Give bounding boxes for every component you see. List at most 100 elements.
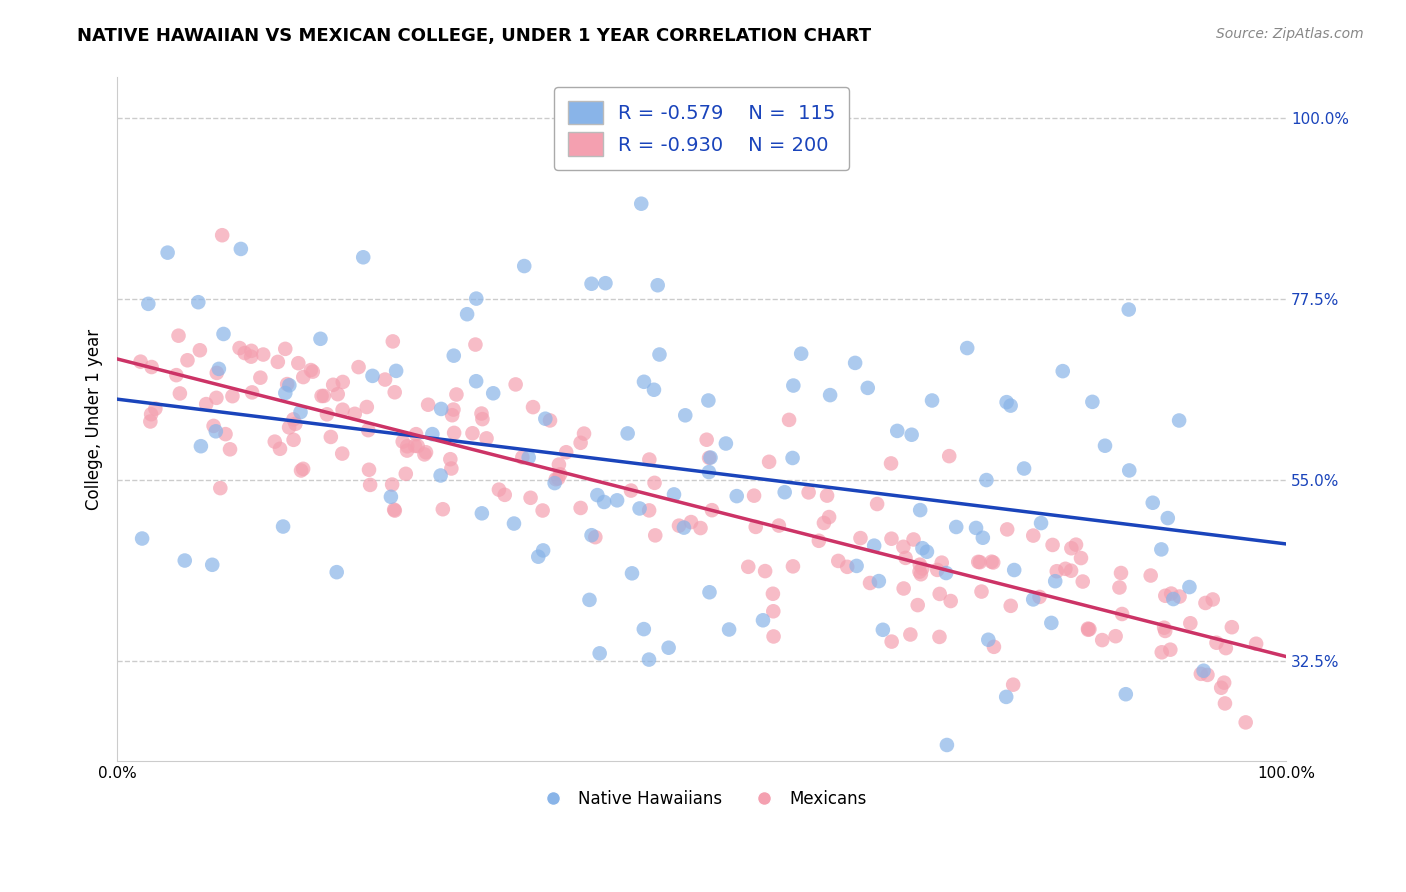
Point bbox=[593, 495, 616, 509]
Point bbox=[880, 532, 903, 546]
Point bbox=[1192, 664, 1215, 678]
Point bbox=[758, 455, 780, 469]
Point bbox=[886, 424, 908, 438]
Point bbox=[534, 411, 557, 425]
Point bbox=[903, 533, 925, 547]
Point bbox=[995, 395, 1018, 409]
Point bbox=[311, 389, 333, 403]
Point bbox=[699, 585, 721, 599]
Point bbox=[465, 292, 488, 306]
Point bbox=[494, 488, 516, 502]
Point bbox=[856, 381, 879, 395]
Point bbox=[880, 457, 903, 471]
Point bbox=[928, 630, 950, 644]
Point bbox=[214, 427, 236, 442]
Point bbox=[274, 386, 297, 401]
Point bbox=[522, 400, 544, 414]
Point bbox=[1220, 620, 1243, 634]
Point bbox=[699, 450, 721, 465]
Point bbox=[332, 375, 354, 389]
Point bbox=[956, 341, 979, 355]
Point bbox=[1150, 542, 1173, 557]
Point bbox=[1054, 562, 1077, 576]
Point bbox=[470, 407, 492, 421]
Point bbox=[471, 412, 494, 426]
Point bbox=[908, 503, 931, 517]
Point bbox=[754, 564, 776, 578]
Point bbox=[374, 373, 396, 387]
Point bbox=[1012, 461, 1035, 475]
Point bbox=[863, 539, 886, 553]
Point bbox=[1022, 592, 1045, 607]
Point bbox=[145, 401, 167, 416]
Point bbox=[381, 334, 404, 349]
Point bbox=[1091, 633, 1114, 648]
Point bbox=[517, 450, 540, 465]
Point bbox=[898, 627, 921, 641]
Point bbox=[219, 442, 242, 457]
Point bbox=[322, 377, 344, 392]
Point bbox=[976, 473, 998, 487]
Point bbox=[1244, 637, 1267, 651]
Point bbox=[176, 353, 198, 368]
Point bbox=[595, 276, 617, 290]
Point bbox=[752, 613, 775, 627]
Point bbox=[384, 385, 406, 400]
Point bbox=[1197, 668, 1219, 682]
Point bbox=[921, 393, 943, 408]
Point bbox=[915, 545, 938, 559]
Point bbox=[762, 630, 785, 644]
Point bbox=[347, 360, 370, 375]
Point bbox=[1028, 590, 1050, 604]
Point bbox=[583, 530, 606, 544]
Point bbox=[343, 407, 366, 421]
Point bbox=[668, 518, 690, 533]
Point bbox=[970, 584, 993, 599]
Point bbox=[380, 490, 402, 504]
Point bbox=[742, 489, 765, 503]
Point bbox=[443, 349, 465, 363]
Point bbox=[1163, 592, 1185, 607]
Point bbox=[1215, 641, 1237, 656]
Point bbox=[269, 442, 291, 456]
Point bbox=[945, 520, 967, 534]
Point bbox=[165, 368, 187, 383]
Point bbox=[1180, 616, 1202, 631]
Point bbox=[849, 531, 872, 545]
Point bbox=[276, 377, 298, 392]
Point bbox=[543, 476, 565, 491]
Point bbox=[1202, 592, 1225, 607]
Point bbox=[202, 418, 225, 433]
Point bbox=[981, 556, 1004, 570]
Point bbox=[1234, 715, 1257, 730]
Point bbox=[547, 471, 569, 485]
Point bbox=[446, 387, 468, 401]
Point bbox=[316, 408, 339, 422]
Point bbox=[1109, 566, 1132, 580]
Point bbox=[361, 368, 384, 383]
Point bbox=[267, 355, 290, 369]
Point bbox=[1040, 615, 1063, 630]
Point bbox=[621, 566, 644, 581]
Point bbox=[908, 558, 931, 572]
Point bbox=[1108, 581, 1130, 595]
Point bbox=[1000, 599, 1022, 613]
Point bbox=[813, 516, 835, 530]
Point bbox=[1153, 621, 1175, 635]
Point bbox=[1178, 580, 1201, 594]
Point bbox=[422, 427, 444, 442]
Point bbox=[139, 415, 162, 429]
Point bbox=[240, 385, 263, 400]
Point bbox=[644, 528, 666, 542]
Point bbox=[762, 604, 785, 618]
Text: Source: ZipAtlas.com: Source: ZipAtlas.com bbox=[1216, 27, 1364, 41]
Point bbox=[928, 587, 950, 601]
Point bbox=[221, 389, 243, 403]
Point bbox=[464, 337, 486, 351]
Point bbox=[1213, 697, 1236, 711]
Point bbox=[283, 412, 305, 426]
Point bbox=[662, 487, 685, 501]
Point bbox=[910, 567, 932, 582]
Point bbox=[647, 278, 669, 293]
Point bbox=[630, 196, 652, 211]
